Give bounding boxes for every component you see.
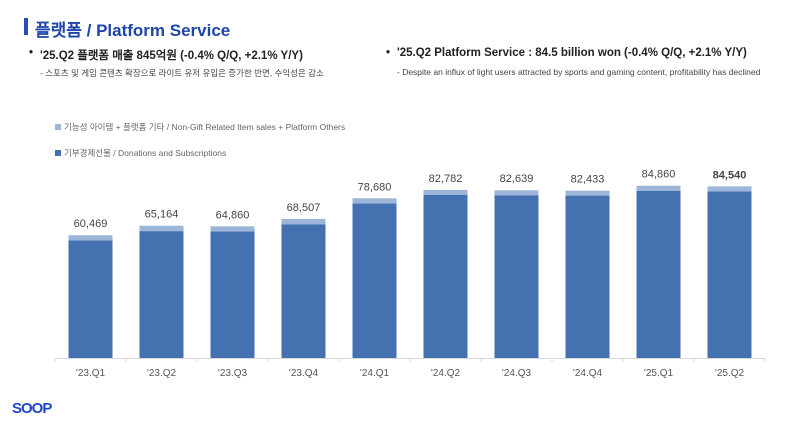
x-tick-label: '24.Q1: [360, 368, 390, 379]
legend-label: 기능성 아이템 + 플랫폼 기타 / Non-Gift Related Item…: [64, 122, 346, 132]
bar-donations: [565, 195, 610, 358]
legend-label: 기부경제선물 / Donations and Subscriptions: [64, 148, 227, 158]
bar-others: [68, 235, 113, 241]
data-label: 64,860: [216, 209, 250, 221]
data-label: 82,433: [571, 174, 605, 186]
bar-others: [281, 218, 326, 225]
page-title: 플랫폼 / Platform Service: [35, 21, 231, 40]
x-tick-label: '23.Q2: [147, 368, 177, 379]
data-label: 68,507: [287, 202, 321, 214]
x-tick-label: '24.Q2: [431, 368, 461, 379]
bar-donations: [68, 240, 113, 358]
summary-en-detail: - Despite an influx of light users attra…: [397, 67, 761, 77]
data-label: 60,469: [74, 218, 108, 230]
x-tick-label: '23.Q1: [76, 368, 106, 379]
bar-donations: [352, 203, 397, 358]
summary-kr-detail: - 스포츠 및 게임 콘텐츠 확장으로 라이트 유저 유입은 증가한 반면, 수…: [40, 68, 324, 78]
legend-swatch: [55, 150, 61, 156]
x-tick-label: '24.Q4: [573, 368, 603, 379]
bar-donations: [494, 195, 539, 358]
bar-donations: [210, 231, 255, 358]
bar-donations: [636, 190, 681, 358]
x-tick-label: '23.Q4: [289, 368, 319, 379]
bar-others: [139, 225, 184, 232]
bar-others: [636, 185, 681, 191]
bar-others: [423, 189, 468, 195]
x-tick-label: '25.Q2: [715, 368, 745, 379]
summary-en-headline: '25.Q2 Platform Service : 84.5 billion w…: [386, 47, 747, 59]
bar-others: [707, 186, 752, 192]
bar-others: [565, 190, 610, 196]
bar-donations: [281, 224, 326, 358]
x-tick-label: '23.Q3: [218, 368, 248, 379]
data-label: 82,782: [429, 173, 463, 185]
x-tick-label: '24.Q3: [502, 368, 532, 379]
bar-others: [494, 190, 539, 196]
data-label: 65,164: [145, 209, 179, 221]
soop-logo: SOOP: [12, 400, 52, 417]
bar-donations: [707, 191, 752, 358]
bar-others: [352, 198, 397, 204]
data-label: 84,860: [642, 169, 676, 181]
bar-others: [210, 226, 255, 232]
bar-donations: [139, 231, 184, 358]
data-label: 78,680: [358, 181, 392, 193]
x-tick-label: '25.Q1: [644, 368, 674, 379]
data-label: 84,540: [713, 169, 747, 181]
legend-item-donations: 기부경제선물 / Donations and Subscriptions: [55, 147, 226, 159]
legend-item-others: 기능성 아이템 + 플랫폼 기타 / Non-Gift Related Item…: [55, 121, 345, 133]
title-accent-bar: [24, 18, 28, 35]
bar-donations: [423, 194, 468, 358]
legend-swatch: [55, 124, 61, 130]
summary-kr-headline: '25.Q2 플랫폼 매출 845억원 (-0.4% Q/Q, +2.1% Y/…: [29, 47, 303, 63]
data-label: 82,639: [500, 173, 534, 185]
